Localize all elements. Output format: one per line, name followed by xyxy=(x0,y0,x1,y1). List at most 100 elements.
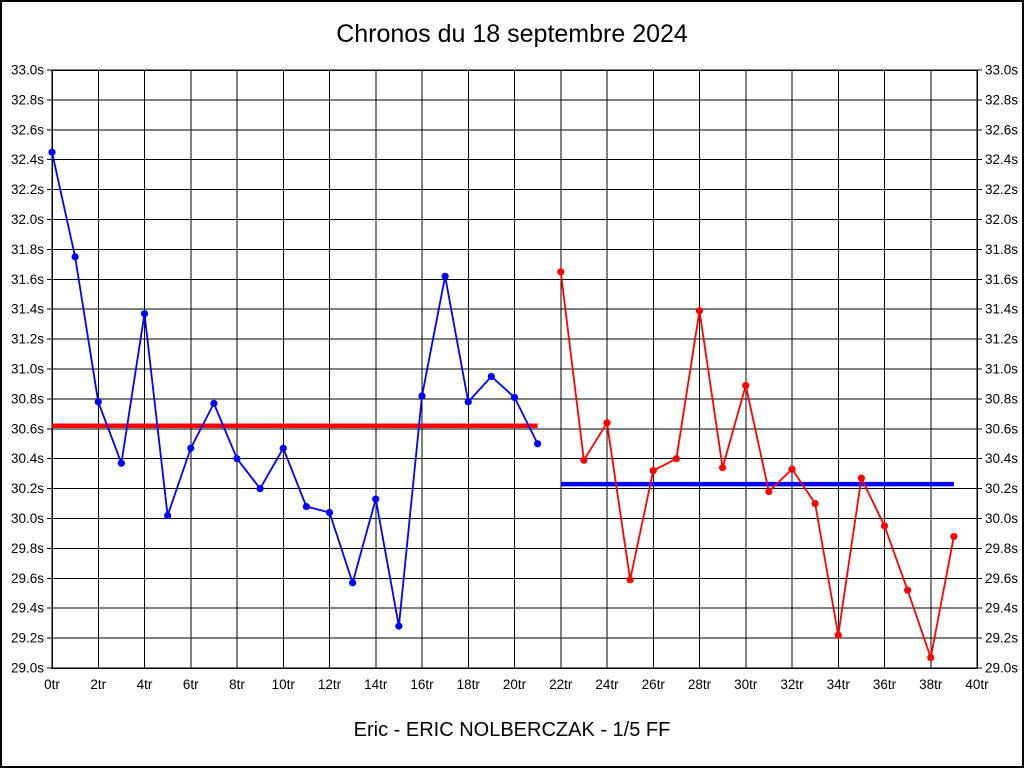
x-axis-label: 2tr xyxy=(90,677,106,692)
data-point-chronos-serie-1 xyxy=(256,485,264,493)
data-point-chronos-serie-2 xyxy=(580,456,588,464)
y-axis-label-left: 32.4s xyxy=(11,152,44,167)
y-axis-label-right: 32.4s xyxy=(985,152,1018,167)
y-axis-label-right: 30.2s xyxy=(985,481,1018,496)
y-axis-label-left: 32.8s xyxy=(11,92,44,107)
y-axis-label-right: 32.0s xyxy=(985,212,1018,227)
y-axis-label-right: 32.2s xyxy=(985,182,1018,197)
y-axis-label-right: 29.4s xyxy=(985,601,1018,616)
y-axis-label-right: 31.4s xyxy=(985,302,1018,317)
x-axis-label: 20tr xyxy=(503,677,527,692)
data-point-chronos-serie-1 xyxy=(325,508,334,517)
x-axis-label: 24tr xyxy=(595,677,619,692)
x-axis-label: 14tr xyxy=(364,677,388,692)
data-point-chronos-serie-2 xyxy=(672,455,680,463)
data-point-chronos-serie-1 xyxy=(418,392,426,400)
data-point-chronos-serie-2 xyxy=(695,307,704,315)
y-axis-label-right: 31.0s xyxy=(985,362,1018,377)
data-point-chronos-serie-2 xyxy=(857,474,865,482)
data-point-chronos-serie-1 xyxy=(210,399,218,407)
y-axis-label-left: 30.4s xyxy=(11,451,44,466)
y-axis-label-right: 31.6s xyxy=(985,272,1018,287)
y-axis-label-left: 31.2s xyxy=(11,332,44,347)
y-axis-label-left: 31.8s xyxy=(11,242,44,257)
data-point-chronos-serie-2 xyxy=(950,532,958,541)
chart-title: Chronos du 18 septembre 2024 xyxy=(336,20,688,48)
data-point-chronos-serie-1 xyxy=(48,148,56,156)
data-point-chronos-serie-2 xyxy=(719,464,727,472)
y-axis-label-right: 32.8s xyxy=(985,92,1018,107)
y-axis-label-left: 30.2s xyxy=(11,481,44,496)
data-point-chronos-serie-1 xyxy=(140,310,149,318)
series-line-chronos-serie-1 xyxy=(51,152,539,628)
series-line-chronos-serie-2 xyxy=(559,271,955,659)
y-axis-label-left: 33.0s xyxy=(11,63,44,78)
y-axis-label-left: 32.6s xyxy=(11,122,44,137)
x-axis-label: 10tr xyxy=(272,677,296,692)
data-point-chronos-serie-1 xyxy=(279,444,287,452)
data-point-chronos-serie-1 xyxy=(233,455,241,463)
plot-frame xyxy=(51,69,978,669)
y-axis-label-left: 31.6s xyxy=(11,272,44,287)
y-axis-label-right: 30.6s xyxy=(985,421,1018,436)
data-point-chronos-serie-2 xyxy=(788,465,796,473)
x-axis-label: 8tr xyxy=(229,677,245,692)
x-axis-label: 32tr xyxy=(780,677,804,692)
data-point-chronos-serie-1 xyxy=(71,253,79,261)
y-axis-label-right: 30.4s xyxy=(985,451,1018,466)
y-axis-label-left: 32.2s xyxy=(11,182,44,197)
data-point-chronos-serie-2 xyxy=(557,268,565,276)
y-axis-label-right: 31.8s xyxy=(985,242,1018,257)
data-point-chronos-serie-1 xyxy=(487,372,495,381)
data-point-chronos-serie-1 xyxy=(94,398,102,406)
x-axis-label: 26tr xyxy=(642,677,666,692)
y-axis-label-right: 33.0s xyxy=(985,63,1018,78)
chart-caption: Eric - ERIC NOLBERCZAK - 1/5 FF xyxy=(353,719,671,741)
y-axis-label-left: 29.4s xyxy=(11,601,44,616)
data-point-chronos-serie-2 xyxy=(880,522,889,530)
x-axis-label: 40tr xyxy=(965,677,989,692)
data-point-chronos-serie-2 xyxy=(626,576,634,584)
data-point-chronos-serie-1 xyxy=(164,511,172,520)
y-axis-label-left: 29.2s xyxy=(11,631,44,646)
x-axis-label: 34tr xyxy=(827,677,851,692)
x-axis-label: 18tr xyxy=(457,677,481,692)
data-point-chronos-serie-1 xyxy=(117,459,125,467)
data-point-chronos-serie-2 xyxy=(649,467,657,475)
y-axis-label-left: 29.6s xyxy=(11,571,44,586)
y-axis-label-right: 29.0s xyxy=(985,661,1018,676)
x-axis-label: 16tr xyxy=(410,677,434,692)
data-point-chronos-serie-1 xyxy=(510,393,519,402)
data-point-chronos-serie-1 xyxy=(534,440,542,448)
x-axis-label: 6tr xyxy=(183,677,199,692)
y-axis-label-right: 29.8s xyxy=(985,541,1018,556)
data-point-chronos-serie-1 xyxy=(372,495,380,503)
x-axis-label: 30tr xyxy=(734,677,758,692)
data-point-chronos-serie-1 xyxy=(464,398,472,406)
data-point-chronos-serie-1 xyxy=(187,444,195,452)
data-point-chronos-serie-2 xyxy=(603,419,611,427)
y-axis-label-right: 31.2s xyxy=(985,332,1018,347)
x-axis-label: 28tr xyxy=(688,677,712,692)
data-point-chronos-serie-2 xyxy=(904,586,912,594)
data-point-chronos-serie-2 xyxy=(834,631,842,639)
data-point-chronos-serie-2 xyxy=(927,653,935,662)
y-axis-label-left: 30.6s xyxy=(11,421,44,436)
y-axis-label-left: 30.8s xyxy=(11,391,44,406)
data-point-chronos-serie-2 xyxy=(742,381,750,390)
y-axis-label-left: 29.8s xyxy=(11,541,44,556)
x-axis-label: 12tr xyxy=(318,677,342,692)
data-point-chronos-serie-2 xyxy=(811,499,819,508)
x-axis-label: 38tr xyxy=(919,677,943,692)
y-axis-label-right: 32.6s xyxy=(985,122,1018,137)
y-axis-label-left: 29.0s xyxy=(11,661,44,676)
data-point-chronos-serie-1 xyxy=(349,579,357,587)
y-axis-label-left: 32.0s xyxy=(11,212,44,227)
y-axis-label-left: 31.0s xyxy=(11,362,44,377)
y-axis-label-right: 30.8s xyxy=(985,391,1018,406)
data-point-chronos-serie-1 xyxy=(302,502,310,511)
data-point-chronos-serie-1 xyxy=(395,622,403,630)
y-axis-label-right: 29.6s xyxy=(985,571,1018,586)
